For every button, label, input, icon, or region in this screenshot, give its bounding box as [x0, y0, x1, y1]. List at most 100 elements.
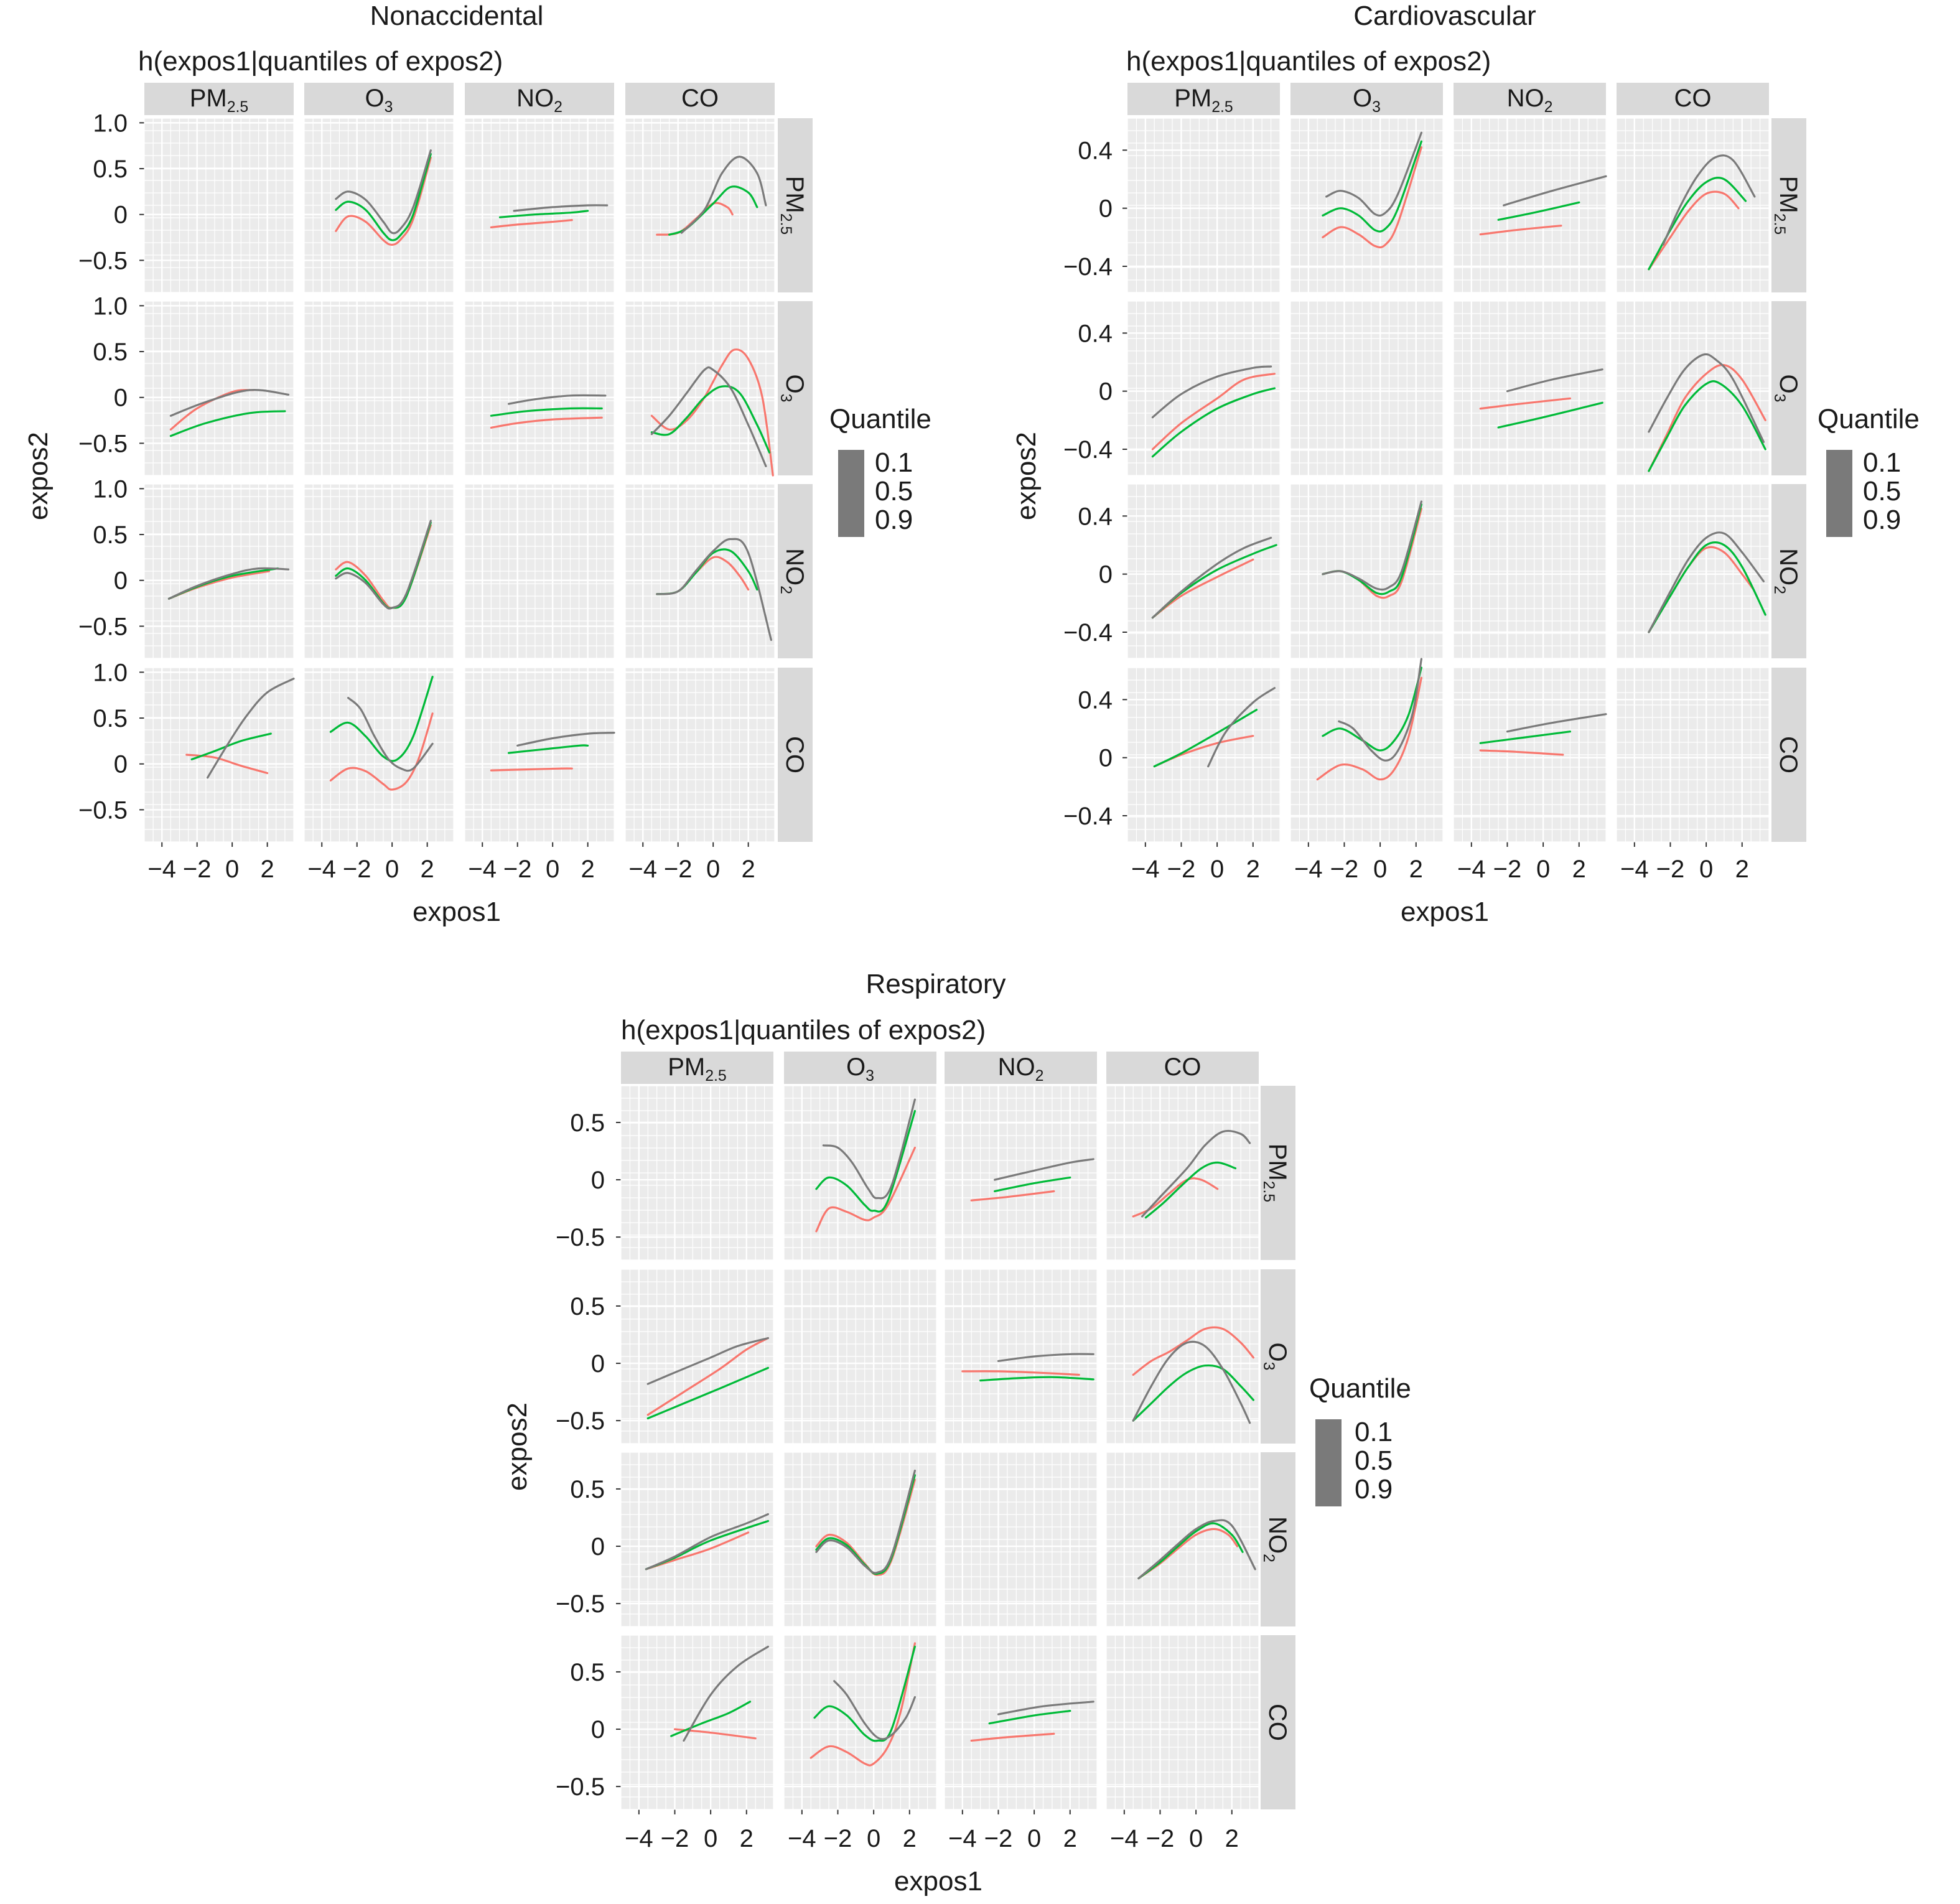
legend-item-0.9: 0.9	[1863, 505, 1901, 535]
x-tick-label: 2	[903, 1825, 917, 1852]
column-strip: CO	[1617, 83, 1769, 115]
column-strip: NO2	[945, 1052, 1097, 1085]
series-line-q0.9	[683, 1645, 769, 1742]
x-tick-label: 0	[867, 1825, 880, 1852]
y-tick-label: −0.4	[1063, 253, 1113, 281]
facet-panel	[304, 483, 454, 659]
y-tick-label: −0.5	[556, 1773, 605, 1801]
row-strip: O3	[1771, 301, 1806, 475]
series-line-q0.5	[329, 676, 434, 762]
series-line-q0.1	[646, 1337, 769, 1416]
legend-key	[838, 450, 864, 537]
series-line-q0.1	[1479, 225, 1562, 236]
series-line-q0.9	[997, 1701, 1094, 1715]
facet-panel	[1616, 301, 1770, 476]
facet-panel	[1453, 301, 1607, 476]
chart-title: Nonaccidental	[370, 1, 544, 31]
facet-panel	[625, 667, 775, 842]
y-tick-label: 0.4	[1078, 137, 1113, 164]
x-axis-label: expos1	[413, 897, 501, 927]
strip-label: O3	[1260, 1343, 1291, 1371]
series-line-q0.5	[979, 1376, 1094, 1382]
strip-bg	[1771, 301, 1806, 475]
facet-panel	[144, 483, 294, 659]
strip-bg	[778, 301, 813, 475]
strip-bg	[625, 83, 775, 115]
x-tick-label: −2	[503, 856, 532, 883]
column-strip: PM2.5	[144, 83, 294, 116]
series-line-q0.1	[1322, 146, 1422, 249]
facet-panel	[1290, 118, 1444, 293]
series-line-q0.9	[1338, 658, 1422, 762]
x-tick-label: 0	[225, 856, 239, 883]
legend-item-0.5: 0.5	[875, 476, 913, 506]
series-line-q0.9	[1648, 353, 1765, 443]
facet-panel	[304, 667, 454, 842]
strip-label: PM2.5	[1174, 85, 1233, 116]
x-tick-label: 0	[385, 856, 399, 883]
x-tick-label: 0	[1189, 1825, 1203, 1852]
facet-panel	[144, 301, 294, 476]
series-line-q0.9	[1662, 154, 1756, 246]
strip-label: PM2.5	[190, 85, 248, 116]
x-tick-label: 0	[1210, 856, 1224, 883]
x-tick-label: −2	[664, 856, 693, 883]
row-strip: PM2.5	[1260, 1086, 1295, 1260]
x-tick-label: 2	[1572, 856, 1586, 883]
facet-panel	[620, 1085, 774, 1261]
row-strip: CO	[1771, 668, 1806, 842]
series-line-q0.5	[813, 1645, 916, 1742]
y-tick-label: 0.5	[570, 1476, 605, 1503]
facet-panel	[944, 1269, 1098, 1444]
x-tick-label: −4	[1620, 856, 1649, 883]
x-axis-label: expos1	[1401, 897, 1489, 927]
chart-subtitle: h(expos1|quantiles of expos2)	[621, 1015, 986, 1045]
x-tick-label: −2	[1330, 856, 1359, 883]
series-line-q0.5	[670, 1701, 752, 1737]
x-tick-label: 2	[742, 856, 755, 883]
x-tick-label: 0	[706, 856, 720, 883]
legend-item-0.9: 0.9	[1355, 1474, 1393, 1505]
y-tick-label: 0.4	[1078, 320, 1113, 347]
strip-label: CO	[1674, 85, 1712, 112]
x-tick-label: −4	[307, 856, 336, 883]
series-line-q0.1	[1648, 190, 1740, 271]
strip-label: CO	[681, 85, 719, 112]
y-tick-label: 0	[591, 1167, 605, 1194]
series-line-q0.9	[997, 1353, 1094, 1362]
strip-bg	[778, 668, 813, 842]
y-tick-label: 1.0	[93, 292, 128, 320]
series-line-q0.9	[645, 1513, 769, 1570]
x-tick-label: 0	[1699, 856, 1713, 883]
series-line-q0.9	[1322, 500, 1422, 591]
strip-bg	[1261, 1086, 1295, 1260]
x-tick-label: 0	[704, 1825, 717, 1852]
facet-panel	[1127, 118, 1281, 293]
strip-bg	[778, 484, 813, 658]
y-tick-label: −0.5	[556, 1407, 605, 1435]
y-tick-label: 0.5	[570, 1659, 605, 1686]
legend-item-0.9: 0.9	[875, 505, 913, 535]
y-tick-label: −0.4	[1063, 436, 1113, 464]
row-strip: CO	[1261, 1635, 1295, 1809]
legend-title: Quantile	[1818, 404, 1920, 434]
series-line-q0.9	[994, 1158, 1094, 1181]
x-tick-label: −2	[1167, 856, 1196, 883]
strip-label: PM2.5	[668, 1053, 726, 1085]
chart-subtitle: h(expos1|quantiles of expos2)	[138, 46, 503, 77]
facet-panel	[620, 1269, 774, 1444]
series-line-q0.9	[508, 394, 607, 405]
column-strip: PM2.5	[1127, 83, 1280, 116]
facet-panel	[1290, 658, 1444, 842]
strip-label: O3	[846, 1053, 874, 1085]
series-line-q0.5	[335, 152, 432, 241]
strip-label: CO	[1264, 1704, 1291, 1741]
series-line-q0.1	[810, 1642, 916, 1766]
x-tick-label: −4	[625, 1825, 653, 1852]
x-tick-label: −4	[628, 856, 657, 883]
series-line-q0.9	[680, 156, 767, 234]
legend-item-0.1: 0.1	[1355, 1417, 1393, 1447]
facet-panel	[1290, 301, 1444, 476]
y-tick-label: −0.5	[78, 247, 128, 274]
